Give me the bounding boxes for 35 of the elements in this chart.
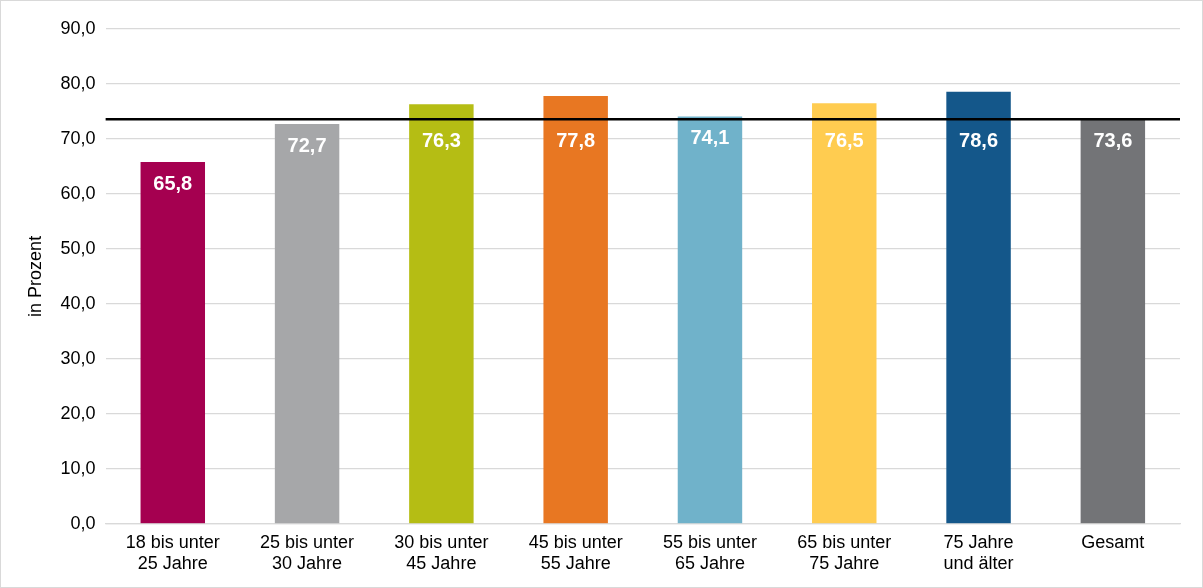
data-label: 65,8 [153,171,193,194]
y-tick-label: 90,0 [60,17,96,38]
bar [812,103,877,524]
x-tick-label: 25 bis unter 30 Jahre [260,531,355,574]
y-tick-label: 40,0 [60,292,96,313]
bar [946,91,1011,524]
y-tick-label: 20,0 [60,402,96,423]
x-tick-label: 55 bis unter 65 Jahre [662,531,757,574]
x-tick-label: 75 Jahre und älter [943,531,1014,574]
y-tick-label: 80,0 [60,72,96,93]
bar [543,96,608,524]
x-tick-label: 18 bis unter 25 Jahre [125,531,220,574]
y-tick-label: 10,0 [60,457,96,478]
data-label: 76,3 [421,128,461,151]
data-label: 72,7 [287,133,327,156]
x-tick-label: 65 bis unter 75 Jahre [797,531,892,574]
y-tick-label: 70,0 [60,127,96,148]
x-tick-label: Gesamt [1081,531,1145,552]
bar [140,162,206,524]
y-tick-label: 60,0 [60,182,96,203]
data-label: 76,5 [824,128,864,151]
bar [677,116,743,524]
x-tick-label: 45 bis unter 55 Jahre [528,531,623,574]
bar [409,104,474,524]
y-axis-title: in Prozent [24,235,45,317]
data-label: 78,6 [959,128,999,151]
data-label: 73,6 [1093,128,1133,151]
bar [274,124,340,524]
y-tick-label: 50,0 [60,237,96,258]
data-label: 77,8 [556,128,596,151]
y-tick-label: 30,0 [60,347,96,368]
y-tick-label: 0,0 [70,512,96,533]
data-label: 74,1 [690,125,730,148]
bar [1080,119,1146,524]
x-tick-label: 30 bis unter 45 Jahre [394,531,489,574]
